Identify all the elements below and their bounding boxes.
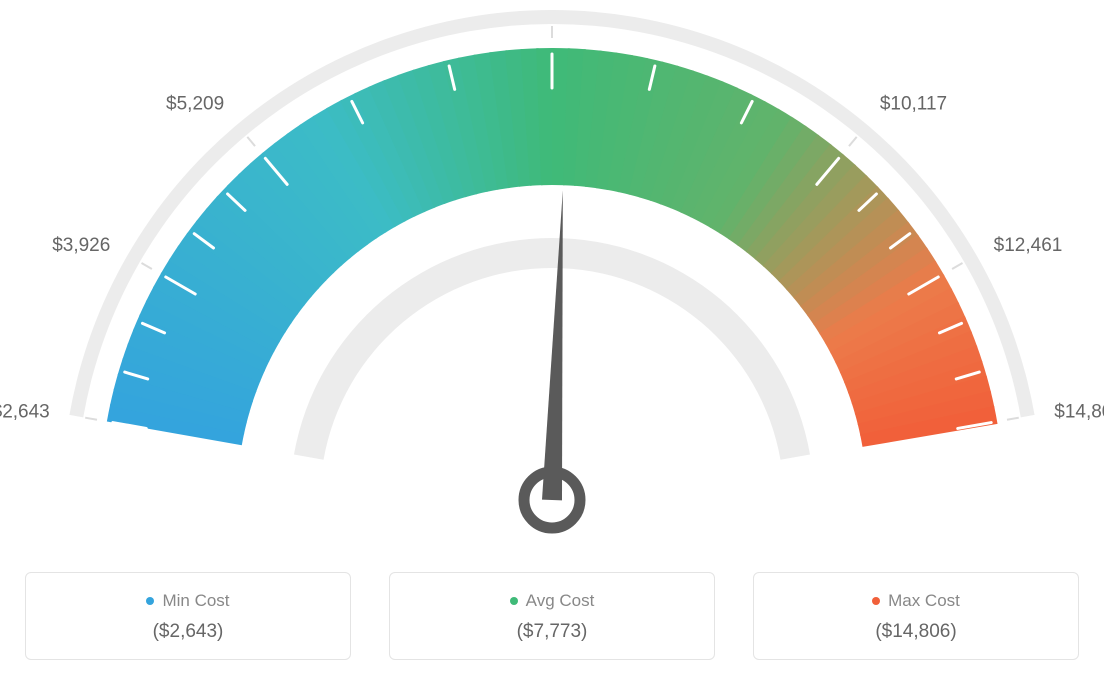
svg-text:$14,806: $14,806 (1054, 401, 1104, 422)
summary-cards: Min Cost ($2,643) Avg Cost ($7,773) Max … (25, 572, 1079, 660)
svg-text:$12,461: $12,461 (994, 235, 1063, 256)
dot-avg (510, 597, 518, 605)
avg-label-text: Avg Cost (526, 591, 595, 610)
avg-cost-label: Avg Cost (390, 591, 714, 611)
avg-cost-value: ($7,773) (390, 621, 714, 643)
max-label-text: Max Cost (888, 591, 960, 610)
min-cost-value: ($2,643) (26, 621, 350, 643)
gauge-svg: $2,643$3,926$5,209$7,773$10,117$12,461$1… (0, 0, 1104, 540)
min-cost-card: Min Cost ($2,643) (25, 572, 351, 660)
cost-gauge: $2,643$3,926$5,209$7,773$10,117$12,461$1… (0, 0, 1104, 540)
dot-min (146, 597, 154, 605)
dot-max (872, 597, 880, 605)
svg-text:$5,209: $5,209 (166, 93, 224, 114)
max-cost-value: ($14,806) (754, 621, 1078, 643)
avg-cost-card: Avg Cost ($7,773) (389, 572, 715, 660)
min-cost-label: Min Cost (26, 591, 350, 611)
max-cost-label: Max Cost (754, 591, 1078, 611)
max-cost-card: Max Cost ($14,806) (753, 572, 1079, 660)
svg-text:$10,117: $10,117 (880, 93, 947, 114)
svg-text:$3,926: $3,926 (52, 235, 110, 256)
min-label-text: Min Cost (162, 591, 229, 610)
svg-text:$2,643: $2,643 (0, 401, 50, 422)
